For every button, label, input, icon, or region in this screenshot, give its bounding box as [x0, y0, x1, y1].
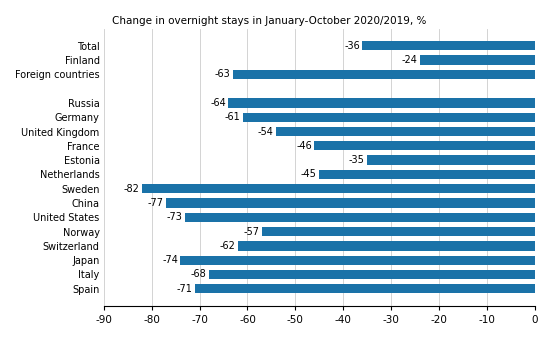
Text: -61: -61: [225, 112, 240, 122]
Text: -63: -63: [215, 69, 231, 80]
Text: -36: -36: [344, 41, 360, 51]
Text: -46: -46: [296, 141, 312, 151]
Text: -54: -54: [258, 126, 274, 137]
Text: -77: -77: [148, 198, 164, 208]
Bar: [185, 212, 535, 222]
Text: Change in overnight stays in January-October 2020/2019, %: Change in overnight stays in January-Oct…: [112, 16, 427, 26]
Text: -71: -71: [176, 284, 192, 294]
Bar: [209, 270, 535, 279]
Bar: [228, 98, 535, 108]
Text: -74: -74: [162, 255, 178, 265]
Text: -45: -45: [301, 169, 317, 180]
Bar: [195, 284, 535, 293]
Text: -82: -82: [124, 184, 140, 194]
Bar: [315, 141, 535, 151]
Bar: [362, 41, 535, 51]
Bar: [262, 227, 535, 236]
Bar: [233, 70, 535, 79]
Text: -35: -35: [349, 155, 365, 165]
Bar: [243, 113, 535, 122]
Bar: [142, 184, 535, 193]
Text: -68: -68: [191, 269, 207, 279]
Bar: [166, 198, 535, 208]
Bar: [180, 255, 535, 265]
Bar: [276, 127, 535, 136]
Text: -57: -57: [243, 226, 259, 237]
Text: -24: -24: [401, 55, 418, 65]
Text: -64: -64: [210, 98, 226, 108]
Bar: [319, 170, 535, 179]
Bar: [238, 241, 535, 251]
Text: -73: -73: [167, 212, 183, 222]
Bar: [420, 55, 535, 65]
Bar: [367, 155, 535, 165]
Text: -62: -62: [220, 241, 236, 251]
